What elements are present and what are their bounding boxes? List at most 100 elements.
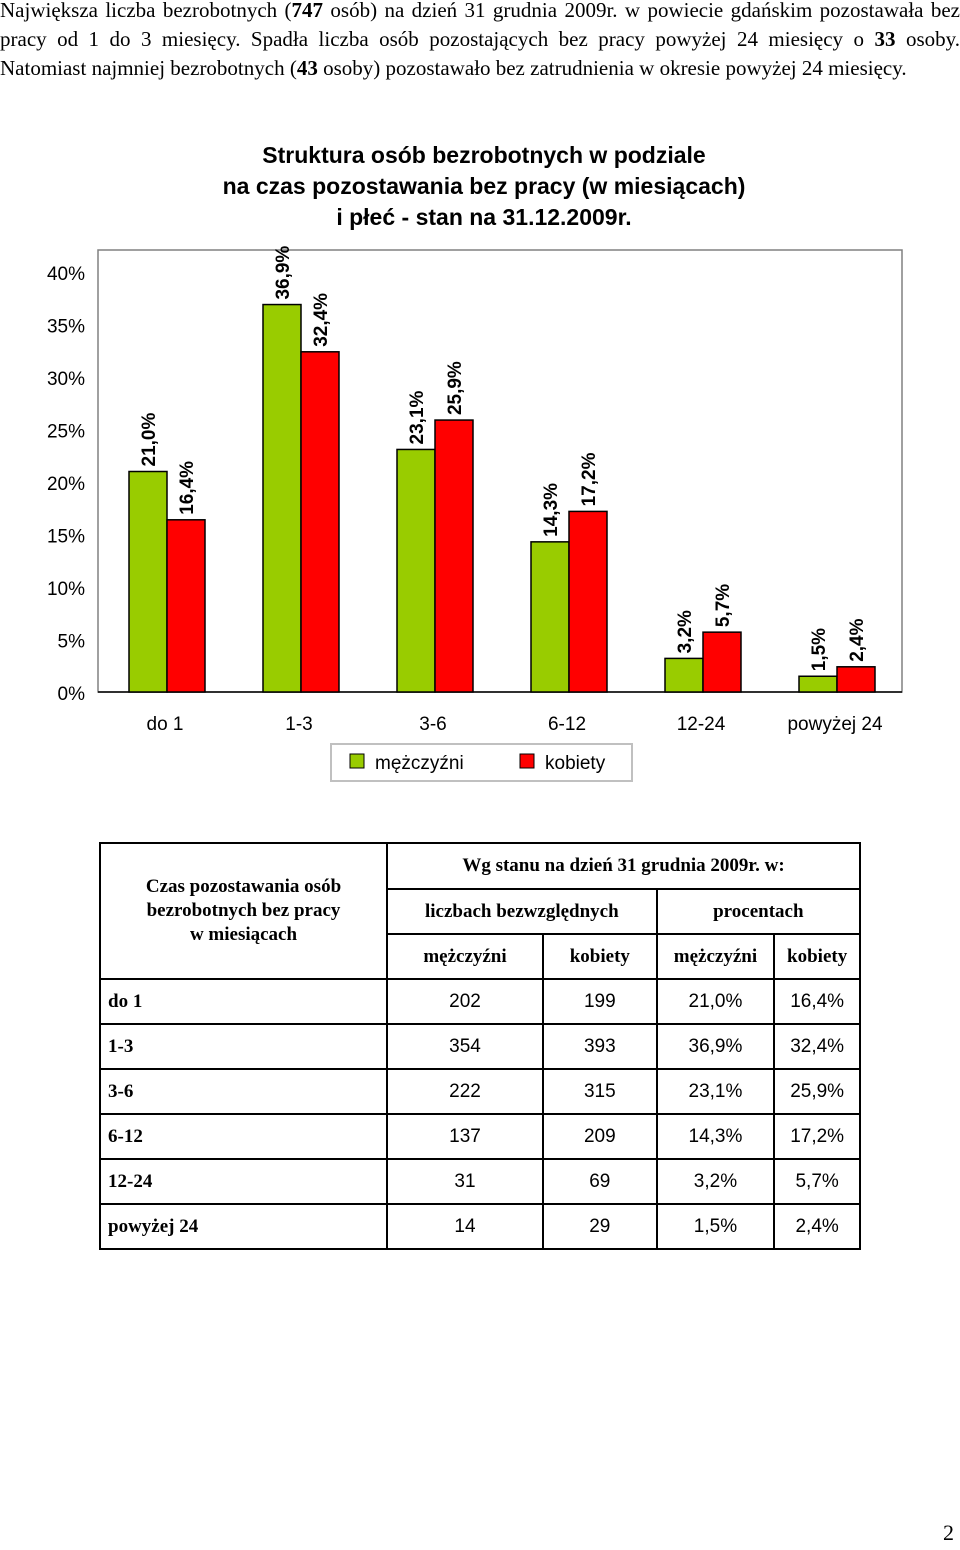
intro-number-43: 43 [296, 56, 318, 80]
legend-swatch [349, 753, 365, 769]
cell-women: 29 [541, 1203, 658, 1250]
cell-men: 222 [386, 1068, 544, 1115]
table-row: 3-6 222 315 23,1% 25,9% [99, 1068, 861, 1115]
x-tick-label: do 1 [147, 714, 184, 735]
y-tick-label: 35% [47, 317, 85, 338]
bar-value-label: 21,0% [139, 413, 160, 467]
bar-men [396, 448, 436, 693]
chart-title-line: Struktura osób bezrobotnych w podziale [262, 142, 705, 168]
row-label: 1-3 [99, 1023, 388, 1070]
y-axis: 0% 5% 10% 15% 20% 25% 30% 35% 40% [47, 264, 85, 705]
unemployment-table: Czas pozostawania osób bezrobotnych bez … [99, 842, 862, 1250]
bar-chart: Struktura osób bezrobotnych w podziale na… [47, 142, 903, 782]
cell-men: 137 [386, 1113, 544, 1160]
table-header-women-pct: kobiety [773, 933, 861, 980]
table-row: 12-24 31 69 3,2% 5,7% [99, 1158, 861, 1205]
legend-swatch [519, 753, 535, 769]
row-label: powyżej 24 [99, 1203, 388, 1250]
intro-number-33: 33 [874, 27, 896, 51]
bar-value-label: 3,2% [675, 610, 696, 653]
chart-title: Struktura osób bezrobotnych w podziale na… [223, 142, 746, 230]
legend-label: kobiety [545, 753, 606, 774]
chart-title-line: na czas pozostawania bez pracy (w miesią… [223, 173, 746, 199]
table-body: do 1 202 199 21,0% 16,4% 1-3 354 393 36,9% 32,4% 3… [99, 978, 861, 1250]
cell-women: 199 [541, 978, 658, 1025]
bar-men [530, 541, 570, 693]
x-axis: do 1 1-3 3-6 6-12 12-24 powyżej 24 [147, 714, 883, 735]
y-tick-label: 30% [47, 369, 85, 390]
legend-box [330, 743, 633, 782]
bar-women [702, 631, 742, 693]
cell-men-pct: 3,2% [655, 1158, 776, 1205]
bars [128, 303, 876, 693]
chart-legend: mężczyźni kobiety [330, 743, 633, 782]
intro-paragraph: Największa liczba bezrobotnych (747 osób… [0, 0, 960, 83]
bar-value-label: 1,5% [809, 628, 830, 671]
cell-men: 202 [386, 978, 544, 1025]
table-row: powyżej 24 14 29 1,5% 2,4% [99, 1203, 861, 1250]
table-header-absolute: liczbach bezwzględnych [386, 888, 658, 935]
table-header-women: kobiety [541, 933, 658, 980]
cell-women-pct: 16,4% [773, 978, 861, 1025]
bar-women [836, 666, 876, 693]
bar-value-label: 14,3% [541, 483, 562, 537]
cell-men: 31 [386, 1158, 544, 1205]
row-label: 12-24 [99, 1158, 388, 1205]
bar-value-label: 16,4% [177, 461, 198, 515]
y-tick-label: 20% [47, 474, 85, 495]
cell-men-pct: 14,3% [655, 1113, 776, 1160]
cell-women: 69 [541, 1158, 658, 1205]
row-label: 3-6 [99, 1068, 388, 1115]
table-row: do 1 202 199 21,0% 16,4% [99, 978, 861, 1025]
bar-value-label: 2,4% [847, 618, 868, 661]
x-tick-label: powyżej 24 [787, 714, 882, 735]
cell-women-pct: 5,7% [773, 1158, 861, 1205]
y-tick-label: 5% [58, 632, 86, 653]
x-tick-label: 12-24 [677, 714, 726, 735]
data-table-wrapper: Czas pozostawania osób bezrobotnych bez … [99, 842, 862, 1250]
bar-men [664, 657, 704, 693]
bar-value-label: 32,4% [311, 293, 332, 347]
bar-value-label: 36,9% [273, 246, 294, 300]
table-header-duration: Czas pozostawania osób bezrobotnych bez … [99, 842, 388, 980]
cell-women-pct: 25,9% [773, 1068, 861, 1115]
bar-value-label: 23,1% [407, 390, 428, 444]
bar-men [128, 470, 168, 693]
bar-women [568, 510, 608, 693]
table-header-percent: procentach [655, 888, 862, 935]
bar-value-label: 25,9% [445, 361, 466, 415]
cell-women: 209 [541, 1113, 658, 1160]
y-tick-label: 10% [47, 579, 85, 600]
intro-text: Największa liczba bezrobotnych ( [0, 0, 292, 22]
cell-women: 315 [541, 1068, 658, 1115]
chart-title-line: i płeć - stan na 31.12.2009r. [336, 204, 631, 230]
plot-area [97, 249, 903, 693]
page-number: 2 [943, 1520, 954, 1545]
table-header-men: mężczyźni [386, 933, 544, 980]
cell-men: 354 [386, 1023, 544, 1070]
intro-text: osoby) pozostawało bez zatrudnienia w ok… [317, 56, 907, 80]
cell-women-pct: 32,4% [773, 1023, 861, 1070]
bar-value-label: 5,7% [713, 584, 734, 627]
bar-women [300, 351, 340, 693]
cell-men-pct: 1,5% [655, 1203, 776, 1250]
plot-border [97, 249, 903, 693]
x-tick-label: 6-12 [548, 714, 586, 735]
cell-men-pct: 21,0% [655, 978, 776, 1025]
x-tick-label: 1-3 [285, 714, 312, 735]
cell-men: 14 [386, 1203, 544, 1250]
cell-men-pct: 36,9% [655, 1023, 776, 1070]
y-tick-label: 0% [58, 684, 86, 705]
table-header-men-pct: mężczyźni [655, 933, 776, 980]
cell-men-pct: 23,1% [655, 1068, 776, 1115]
x-tick-label: 3-6 [419, 714, 446, 735]
table-header-main: Wg stanu na dzień 31 grudnia 2009r. w: [386, 842, 861, 890]
row-label: 6-12 [99, 1113, 388, 1160]
cell-women: 393 [541, 1023, 658, 1070]
table-row: 6-12 137 209 14,3% 17,2% [99, 1113, 861, 1160]
legend-label: mężczyźni [375, 753, 464, 774]
bar-labels: 21,0% 16,4% 36,9% 32,4% 23,1% 25,9% 14,3% 17,2%… [139, 246, 868, 672]
bar-value-label: 17,2% [579, 452, 600, 506]
intro-text: osoby. Natomiast najmniej bezrobotnych ( [0, 27, 960, 80]
bar-women [434, 419, 474, 693]
